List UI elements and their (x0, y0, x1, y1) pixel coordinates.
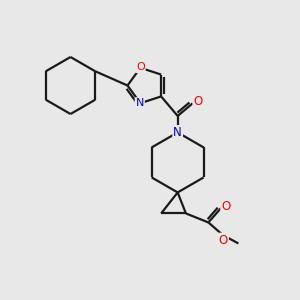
Text: O: O (136, 62, 145, 72)
Text: O: O (194, 95, 203, 108)
Text: N: N (173, 126, 182, 139)
Text: O: O (221, 200, 230, 213)
Text: N: N (136, 98, 144, 108)
Text: O: O (219, 234, 228, 247)
